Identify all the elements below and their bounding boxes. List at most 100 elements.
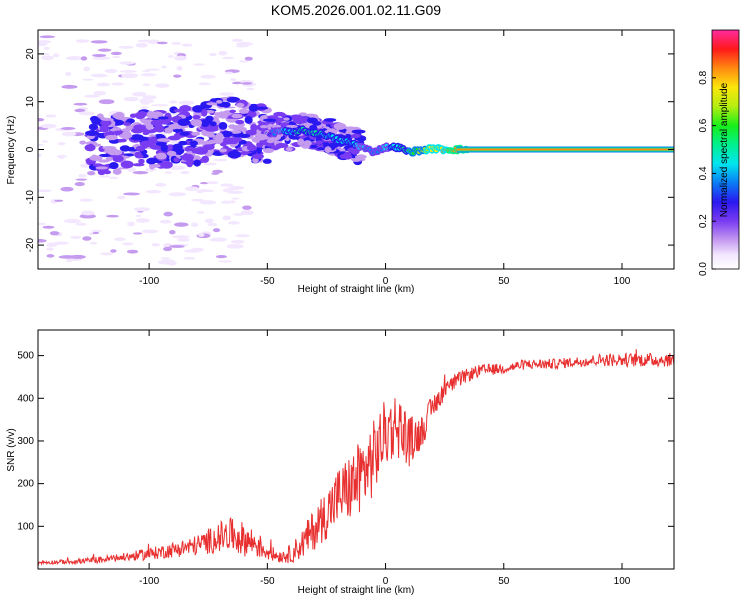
spectral-blob <box>85 130 100 137</box>
spectral-blob <box>146 110 155 119</box>
spectral-blob <box>218 122 228 130</box>
spectral-blob <box>343 151 352 159</box>
spectral-blob <box>315 140 324 145</box>
spectral-blob <box>231 113 243 119</box>
spectral-blob <box>347 147 360 153</box>
spectral-noise-blob <box>229 200 236 204</box>
spectral-blob <box>262 158 272 164</box>
spectral-blob <box>263 148 274 154</box>
spectral-noise-blob <box>173 74 182 78</box>
spectral-noise-blob <box>90 229 103 233</box>
spectral-noise-blob <box>239 60 249 63</box>
spectral-noise-blob <box>173 222 189 227</box>
spectral-noise-blob <box>83 66 90 72</box>
spectral-blob <box>105 156 113 162</box>
spectral-noise-blob <box>151 104 169 107</box>
spectral-noise-blob <box>118 45 134 49</box>
spectral-noise-blob <box>38 143 44 146</box>
spectrogram-y-ticks: -20 -10 0 10 20 <box>25 48 674 252</box>
spectral-blob <box>160 160 173 169</box>
spectral-noise-blob <box>117 195 126 200</box>
spectral-noise-blob <box>79 140 87 145</box>
colorbar: 0.0 0.2 0.4 0.6 0.8 Normalized spectral ampl… <box>698 29 740 276</box>
spectral-noise-blob <box>142 83 151 86</box>
y-tick-label: -10 <box>25 190 36 205</box>
spectral-blob <box>142 131 150 136</box>
spectral-noise-blob <box>97 48 112 52</box>
x-tick-label: -50 <box>260 276 275 287</box>
x-tick-label: 0 <box>383 276 389 287</box>
spectral-noise-blob <box>140 106 149 109</box>
spectral-noise-blob <box>176 66 183 71</box>
spectral-noise-blob <box>171 235 190 239</box>
spectral-noise-blob <box>246 87 255 91</box>
spectral-blob <box>283 117 290 121</box>
colorbar-tick-label: 0.0 <box>698 262 709 276</box>
spectral-blob <box>312 121 322 126</box>
spectral-noise-blob <box>80 56 88 61</box>
spectral-blob <box>113 111 125 120</box>
spectral-blob <box>88 123 99 131</box>
spectral-blob <box>189 140 198 147</box>
spectral-noise-blob <box>224 71 233 75</box>
spectrogram-x-label: Height of straight line (km) <box>298 284 415 295</box>
snr-panel: -100 -50 0 50 100 100 200 300 400 500 Height of … <box>6 329 675 596</box>
snr-frame <box>37 329 675 570</box>
spectral-blob <box>119 145 131 152</box>
spectral-blob <box>100 119 112 127</box>
spectral-noise-blob <box>135 214 142 217</box>
x-tick-label: 50 <box>498 576 510 587</box>
spectral-blob <box>156 138 171 142</box>
x-tick-label: 50 <box>498 276 510 287</box>
spectral-blob <box>99 153 111 158</box>
spectral-blob <box>146 157 157 165</box>
spectral-blob <box>192 114 201 120</box>
spectral-blob <box>186 160 194 168</box>
spectral-blob <box>201 109 208 117</box>
spectral-blob <box>204 127 219 132</box>
spectral-noise-blob <box>160 65 167 69</box>
spectral-blob <box>130 134 144 141</box>
spectral-blob <box>135 145 146 152</box>
spectral-noise-blob <box>235 45 249 48</box>
spectral-blob <box>244 116 253 124</box>
spectral-blob <box>191 147 205 155</box>
spectral-blob <box>229 109 237 114</box>
spectral-noise-blob <box>96 82 111 87</box>
spectral-noise-blob <box>159 219 172 224</box>
spectral-noise-blob <box>61 131 77 137</box>
spectral-blob <box>164 127 174 134</box>
spectral-noise-blob <box>54 199 64 202</box>
spectrogram-y-label: Frequency (Hz) <box>6 116 17 185</box>
steady-band-core <box>456 148 674 151</box>
spectral-noise-blob <box>197 211 205 214</box>
spectral-blob <box>227 150 242 159</box>
x-tick-label: 0 <box>383 576 389 587</box>
spectral-noise-blob <box>199 200 217 205</box>
spectral-blob <box>91 154 98 160</box>
spectral-noise-blob <box>45 114 57 118</box>
spectral-blob <box>246 145 257 151</box>
spectral-noise-blob <box>119 61 135 65</box>
spectral-noise-blob <box>74 108 86 113</box>
spectral-blob <box>275 142 289 149</box>
spectral-noise-blob <box>111 82 125 86</box>
snr-y-label: SNR (v/v) <box>6 428 17 471</box>
spectral-blob <box>191 131 201 136</box>
x-tick-label: -100 <box>139 276 159 287</box>
colorbar-tick-label: 0.2 <box>698 214 709 228</box>
spectral-noise-blob <box>122 242 134 246</box>
spectral-noise-blob <box>79 214 96 219</box>
spectral-blob <box>333 122 347 130</box>
spectral-noise-blob <box>108 176 119 180</box>
spectral-noise-blob <box>135 42 148 48</box>
spectral-blob <box>216 99 223 104</box>
spectral-noise-blob <box>160 257 171 260</box>
spectral-blob <box>292 116 305 124</box>
spectral-noise-blob <box>169 229 176 235</box>
spectral-noise-blob <box>98 175 111 178</box>
spectral-blob <box>87 143 95 152</box>
spectral-blob <box>133 124 146 131</box>
